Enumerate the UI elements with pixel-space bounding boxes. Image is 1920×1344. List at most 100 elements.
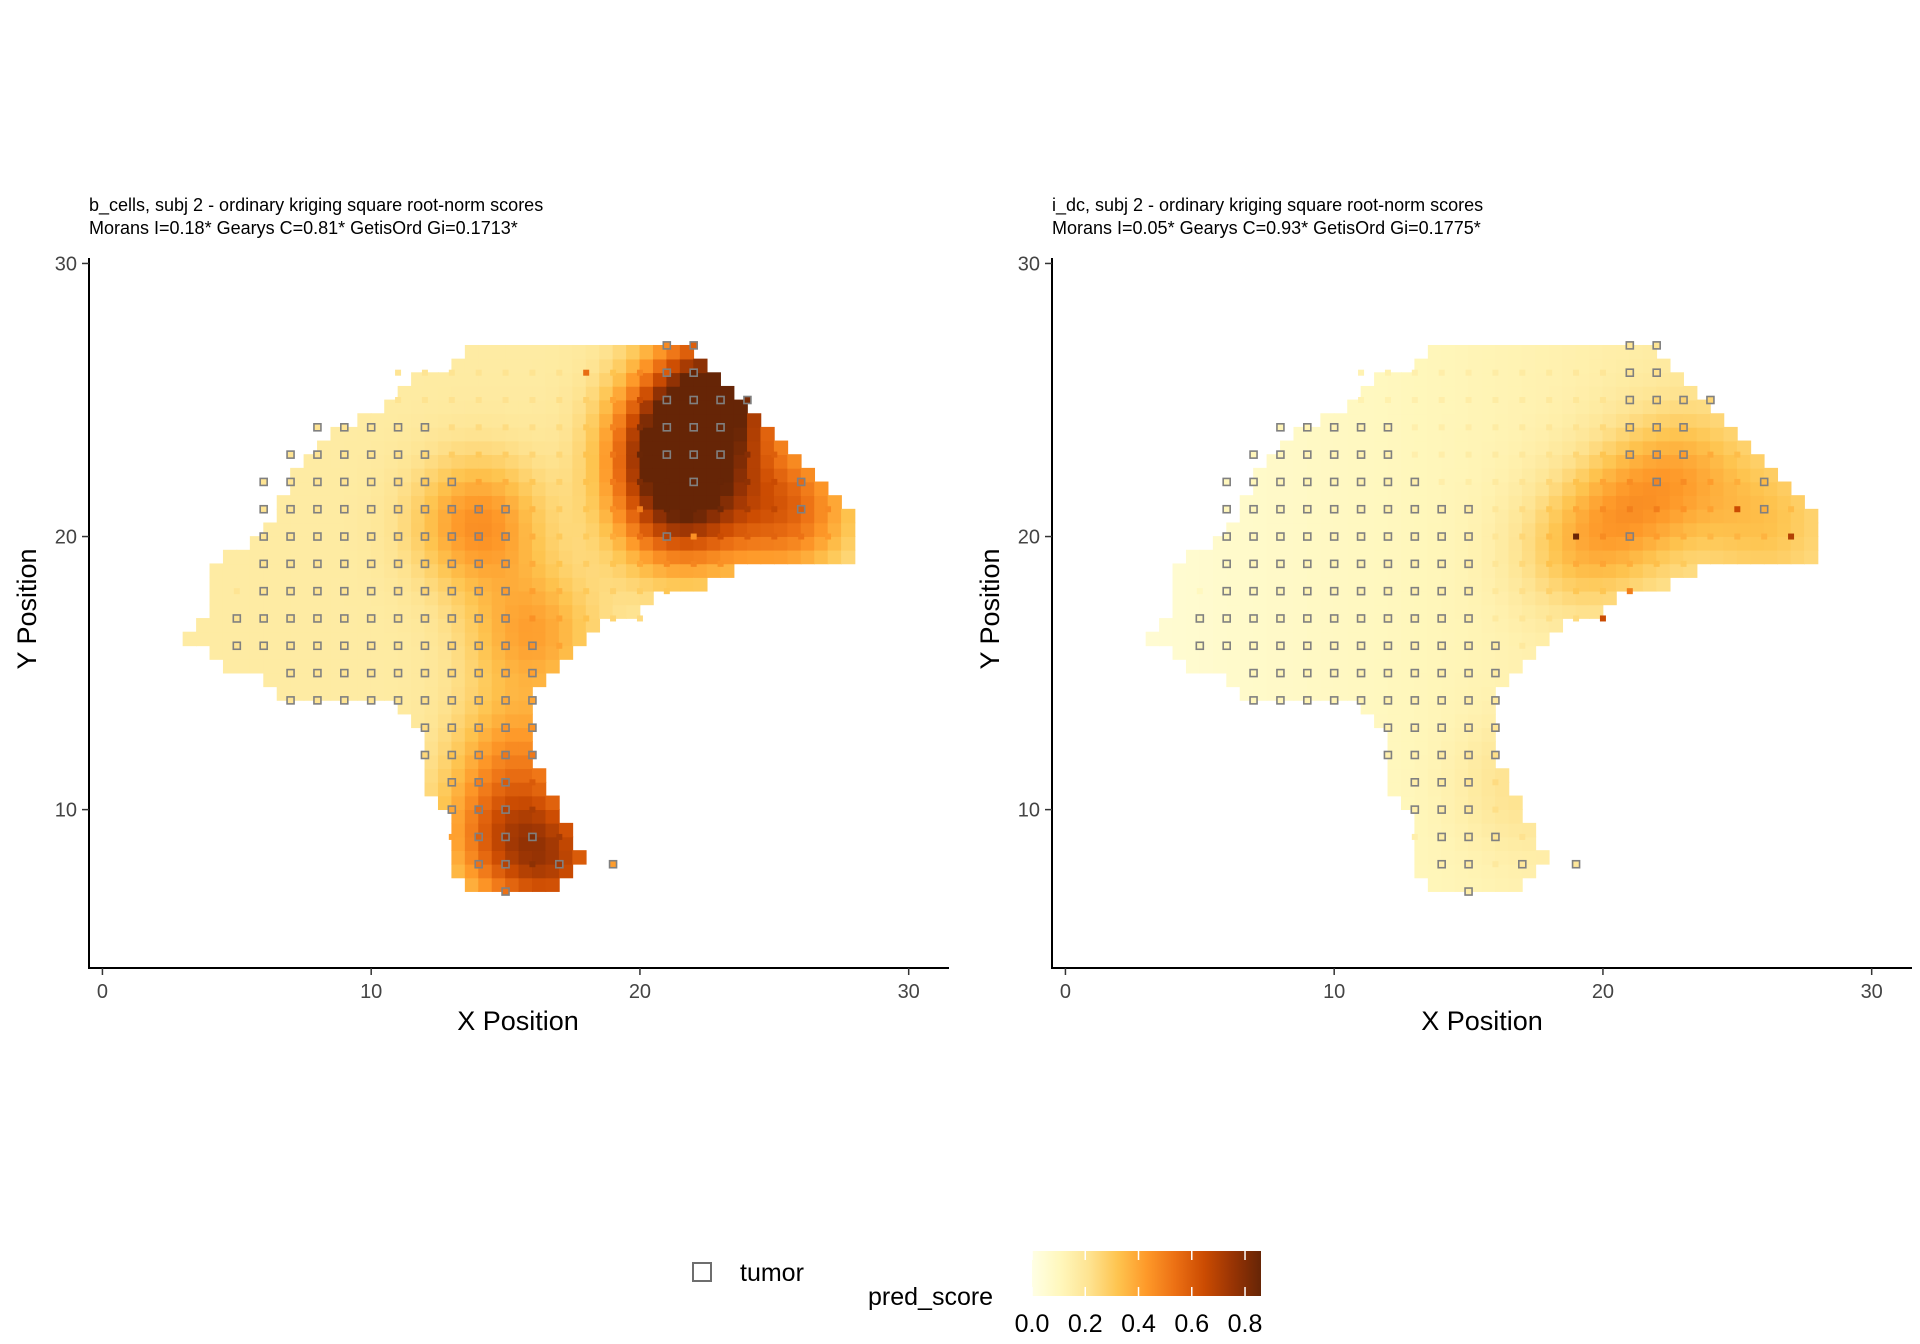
tumor-marker	[340, 477, 349, 487]
heatmap-cell	[1750, 549, 1765, 565]
heatmap-cell	[222, 590, 238, 606]
spot-point	[636, 478, 643, 485]
heatmap-cell	[532, 508, 547, 524]
spot-point	[636, 560, 643, 567]
heatmap-cell	[1535, 631, 1550, 647]
spot-point	[1223, 478, 1230, 485]
heatmap-cell	[1481, 399, 1496, 415]
tumor-marker	[689, 477, 698, 487]
heatmap-cell	[1508, 495, 1523, 510]
heatmap-cell	[545, 604, 560, 619]
heatmap-cell	[1508, 467, 1523, 483]
heatmap-cell	[1548, 344, 1564, 360]
heatmap-cell	[1521, 522, 1537, 537]
tumor-marker	[662, 341, 672, 350]
heatmap-cell	[706, 563, 721, 578]
spot-point	[717, 451, 724, 458]
tumor-marker	[501, 832, 510, 842]
heatmap-cell	[572, 590, 587, 606]
heatmap-cell	[545, 413, 560, 428]
heatmap-cell	[1347, 399, 1362, 415]
heatmap-cell	[572, 358, 587, 374]
heatmap-cell	[464, 413, 480, 428]
spot-point	[1384, 615, 1391, 622]
heatmap-cell	[773, 481, 789, 496]
heatmap-cell	[1441, 467, 1456, 483]
spot-point	[1384, 724, 1391, 731]
heatmap-cell	[679, 577, 695, 592]
heatmap-cell	[599, 590, 614, 606]
spot-point	[1492, 833, 1499, 840]
heatmap-cell	[1575, 385, 1590, 401]
spot-point	[1304, 642, 1311, 649]
spot-point	[314, 615, 321, 622]
tumor-marker	[1249, 586, 1258, 596]
tumor-marker	[259, 532, 268, 541]
heatmap-cell	[545, 358, 560, 374]
tumor-marker	[420, 559, 430, 569]
spot-point	[448, 506, 455, 513]
spot-point	[1519, 506, 1526, 513]
tumor-marker	[447, 696, 457, 705]
tumor-marker	[340, 559, 349, 569]
heatmap-cell	[558, 399, 574, 415]
heatmap-cell	[760, 426, 775, 442]
heatmap-cell	[1602, 358, 1617, 374]
heatmap-cell	[1669, 522, 1684, 537]
y-tick-label: 30	[55, 253, 77, 275]
spot-point	[1411, 724, 1418, 731]
fill-legend-title: pred_score	[868, 1283, 993, 1311]
tumor-marker	[1383, 750, 1393, 760]
tumor-marker	[1437, 778, 1446, 787]
spot-point	[1250, 506, 1257, 513]
heatmap-cell	[1642, 495, 1658, 510]
heatmap-cell	[612, 590, 627, 606]
heatmap-cell	[236, 659, 251, 674]
heatmap-cell	[1548, 495, 1564, 510]
tumor-marker	[1410, 477, 1420, 487]
heatmap-cell	[720, 563, 735, 578]
heatmap-cell	[478, 358, 493, 374]
heatmap-cell	[1602, 426, 1617, 442]
spot-point	[368, 506, 375, 513]
spot-point	[1465, 670, 1472, 677]
spot-point	[314, 506, 321, 513]
heatmap-cell	[1777, 508, 1792, 524]
spot-point	[1788, 506, 1795, 513]
heatmap-cell	[733, 536, 748, 551]
heatmap-cell	[1562, 358, 1577, 374]
heatmap-cell	[545, 809, 560, 824]
heatmap-cell	[1427, 385, 1443, 401]
tumor-marker	[447, 723, 457, 732]
heatmap-cell	[532, 481, 547, 496]
spot-point	[1277, 560, 1284, 567]
tumor-marker	[1652, 477, 1661, 487]
spot-point	[1573, 478, 1580, 485]
tumor-marker	[1249, 696, 1258, 705]
tumor-marker	[420, 668, 430, 678]
tumor-marker	[528, 696, 537, 705]
tumor-marker	[1437, 586, 1446, 596]
heatmap-cell	[1427, 481, 1443, 496]
heatmap-cell	[1548, 426, 1564, 442]
spot-point	[1465, 451, 1472, 458]
spot-point	[448, 424, 455, 431]
heatmap-cell	[1589, 549, 1604, 565]
heatmap-cell	[1575, 577, 1590, 592]
heatmap-cell	[666, 467, 681, 483]
heatmap-cell	[1777, 495, 1792, 510]
tumor-marker	[1464, 778, 1473, 787]
spot-point	[583, 397, 590, 403]
tumor-marker	[1249, 668, 1258, 678]
spot-point	[1680, 451, 1687, 458]
heatmap-cell	[773, 522, 789, 537]
heatmap-cell	[1521, 645, 1537, 660]
tumor-marker	[1303, 532, 1312, 541]
spot-point	[771, 478, 778, 485]
heatmap-cell	[1400, 372, 1416, 387]
heatmap-cell	[1629, 577, 1644, 592]
heatmap-cell	[1656, 577, 1671, 592]
spot-point	[260, 533, 267, 540]
spot-point	[610, 397, 617, 403]
tumor-marker	[1383, 641, 1393, 651]
